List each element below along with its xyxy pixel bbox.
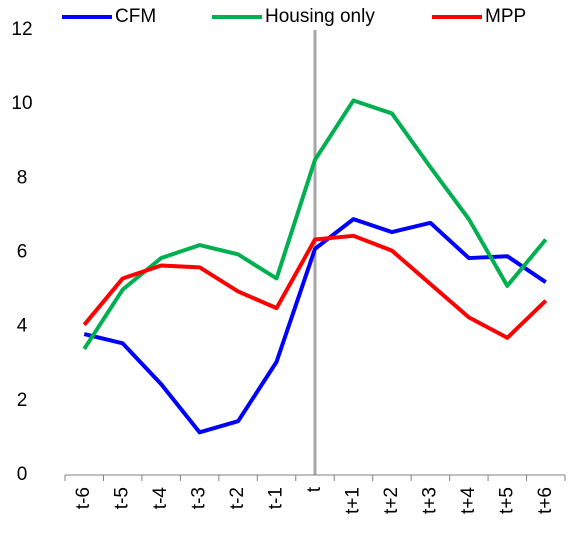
legend-label: CFM [115,6,156,27]
y-tick-label: 6 [17,242,28,263]
y-tick-label: 12 [11,19,32,40]
y-tick-label: 2 [17,390,28,411]
x-tick-label: t-4 [150,487,171,510]
series-line [82,98,548,351]
series-line [82,233,548,340]
x-tick-label: t+3 [419,487,440,514]
legend-label: MPP [485,6,526,27]
series-line [83,217,547,435]
x-tick-label: t+4 [458,487,479,514]
x-tick-label: t-1 [266,487,287,509]
x-tick-label: t-6 [73,487,94,509]
x-tick-label: t-3 [189,487,210,509]
y-tick-label: 0 [17,464,28,485]
y-tick-label: 4 [17,316,28,337]
x-tick-label: t-2 [227,487,248,509]
x-tick-label: t+2 [381,487,402,514]
x-tick-label: t+6 [535,487,556,514]
legend-label: Housing only [265,6,375,27]
y-tick-label: 8 [17,167,28,188]
x-tick-label: t-5 [112,487,133,509]
x-tick-label: t+5 [496,487,517,514]
y-tick-label: 10 [11,93,32,114]
x-tick-label: t [304,486,325,492]
x-tick-label: t+1 [342,487,363,514]
